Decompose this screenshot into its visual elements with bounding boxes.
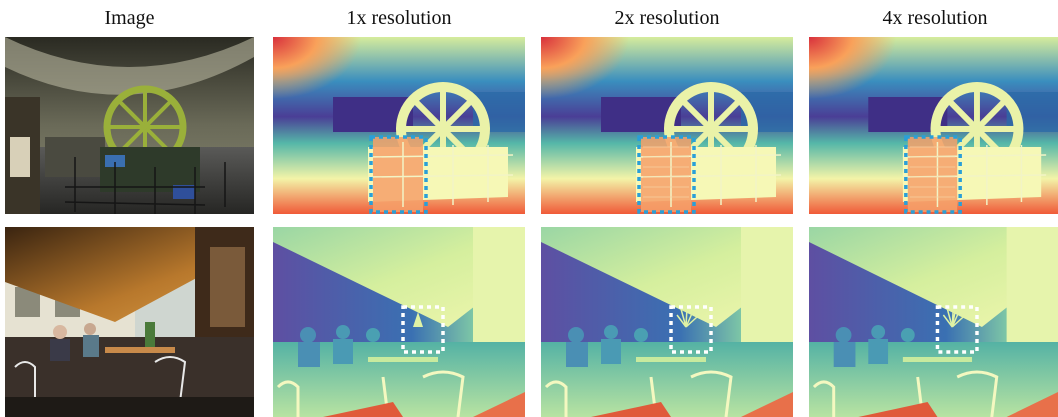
row2-depth-4x [809, 227, 1058, 417]
row2-input-photo [5, 227, 254, 417]
row2-depth-2x [541, 227, 793, 417]
highlight-box [904, 135, 962, 214]
highlight-box [369, 135, 428, 214]
highlight-box [637, 135, 696, 214]
row1-depth-1x [273, 37, 525, 214]
column-header-2x: 2x resolution [614, 7, 720, 29]
column-header-4x: 4x resolution [882, 7, 988, 29]
highlight-box [401, 305, 445, 354]
row1-depth-4x [809, 37, 1058, 214]
row1-depth-2x [541, 37, 793, 214]
column-header-image: Image [104, 7, 155, 29]
row2-depth-1x [273, 227, 525, 417]
column-header-1x: 1x resolution [346, 7, 452, 29]
row1-input-photo [5, 37, 254, 214]
highlight-box [669, 305, 713, 354]
